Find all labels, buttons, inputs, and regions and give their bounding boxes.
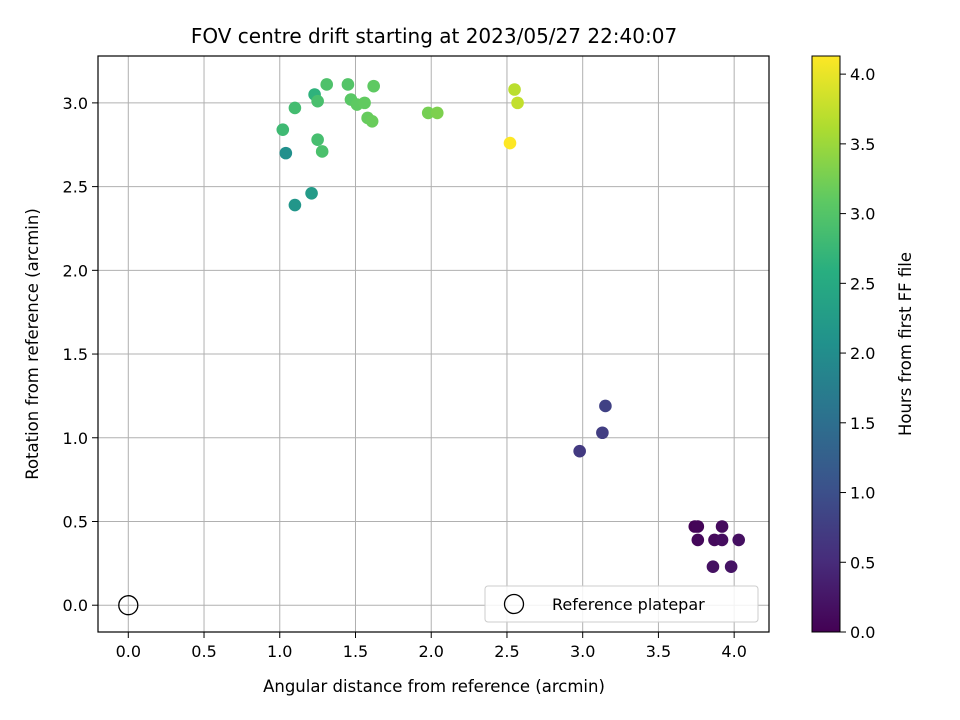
y-axis-ticks: 0.0 0.5 1.0 1.5 2.0 2.5 3.0 [63, 94, 98, 615]
colorbar-tick-label: 0.0 [850, 623, 875, 642]
x-tick-label: 3.0 [570, 642, 595, 661]
scatter-point [511, 96, 524, 110]
scatter-point [691, 520, 705, 533]
colorbar: 0.0 0.5 1.0 1.5 2.0 2.5 3.0 3.5 4.0 Hours from f… [811, 55, 915, 642]
scatter-point [288, 198, 302, 212]
scatter-point [341, 78, 355, 91]
y-axis-label: Rotation from reference (arcmin) [23, 208, 42, 480]
scatter-point [311, 133, 324, 147]
scatter-point [508, 83, 521, 96]
y-tick-label: 1.5 [63, 345, 88, 364]
scatter-point [573, 444, 586, 458]
colorbar-label: Hours from first FF file [896, 252, 915, 436]
chart-title: FOV centre drift starting at 2023/05/27 … [191, 24, 677, 48]
scatter-point [421, 106, 435, 120]
colorbar-tick-label: 1.0 [850, 484, 875, 503]
x-tick-label: 1.0 [267, 642, 292, 661]
scatter-point [311, 94, 324, 108]
scatter-point [430, 106, 444, 120]
y-tick-label: 3.0 [63, 94, 88, 113]
x-tick-label: 0.5 [191, 642, 216, 661]
scatter-point [599, 399, 612, 413]
x-axis-ticks: 0.0 0.5 1.0 1.5 2.0 2.5 3.0 3.5 4.0 [116, 632, 747, 661]
x-tick-label: 0.0 [116, 642, 141, 661]
x-tick-label: 4.0 [721, 642, 746, 661]
scatter-point [305, 187, 318, 200]
y-tick-label: 0.5 [63, 512, 88, 531]
scatter-point [732, 533, 746, 547]
legend-box [484, 585, 759, 623]
colorbar-tick-label: 0.5 [850, 553, 875, 572]
scatter-point [365, 115, 379, 128]
x-tick-label: 2.0 [419, 642, 444, 661]
scatter-point [706, 560, 720, 573]
colorbar-ticks: 0.0 0.5 1.0 1.5 2.0 2.5 3.0 3.5 4.0 [840, 65, 875, 642]
x-axis-label: Angular distance from reference (arcmin) [263, 677, 605, 696]
scatter-point [715, 533, 729, 547]
colorbar-tick-label: 3.5 [850, 135, 875, 154]
y-tick-label: 2.5 [63, 178, 88, 197]
plot-frame [97, 55, 770, 633]
y-tick-label: 0.0 [63, 596, 88, 615]
scatter-point [715, 520, 729, 533]
scatter-point [367, 79, 380, 93]
y-tick-label: 2.0 [63, 261, 88, 280]
colorbar-tick-label: 2.5 [850, 274, 875, 293]
reference-point-marker [118, 595, 139, 616]
scatter-point [315, 145, 329, 158]
colorbar-tick-label: 3.0 [850, 205, 875, 224]
colorbar-tick-label: 4.0 [850, 65, 875, 84]
scatter-point [691, 533, 705, 547]
scatter-point [358, 96, 371, 110]
legend: Reference platepar [484, 585, 759, 623]
legend-label-reference: Reference platepar [552, 595, 705, 614]
x-tick-label: 1.5 [343, 642, 368, 661]
scatter-point [288, 101, 302, 115]
scatter-point [320, 78, 334, 91]
x-tick-label: 2.5 [494, 642, 519, 661]
colorbar-tick-label: 1.5 [850, 414, 875, 433]
y-tick-label: 1.0 [63, 429, 88, 448]
data-points [118, 78, 746, 616]
colorbar-gradient [811, 55, 841, 633]
scatter-point [276, 123, 290, 136]
scatter-point [503, 136, 517, 150]
colorbar-tick-label: 2.0 [850, 344, 875, 363]
scatter-point [279, 146, 293, 160]
grid-lines [98, 56, 769, 632]
scatter-point [724, 560, 738, 573]
scatter-point [596, 426, 609, 440]
legend-marker-reference [503, 593, 525, 615]
x-tick-label: 3.5 [646, 642, 671, 661]
